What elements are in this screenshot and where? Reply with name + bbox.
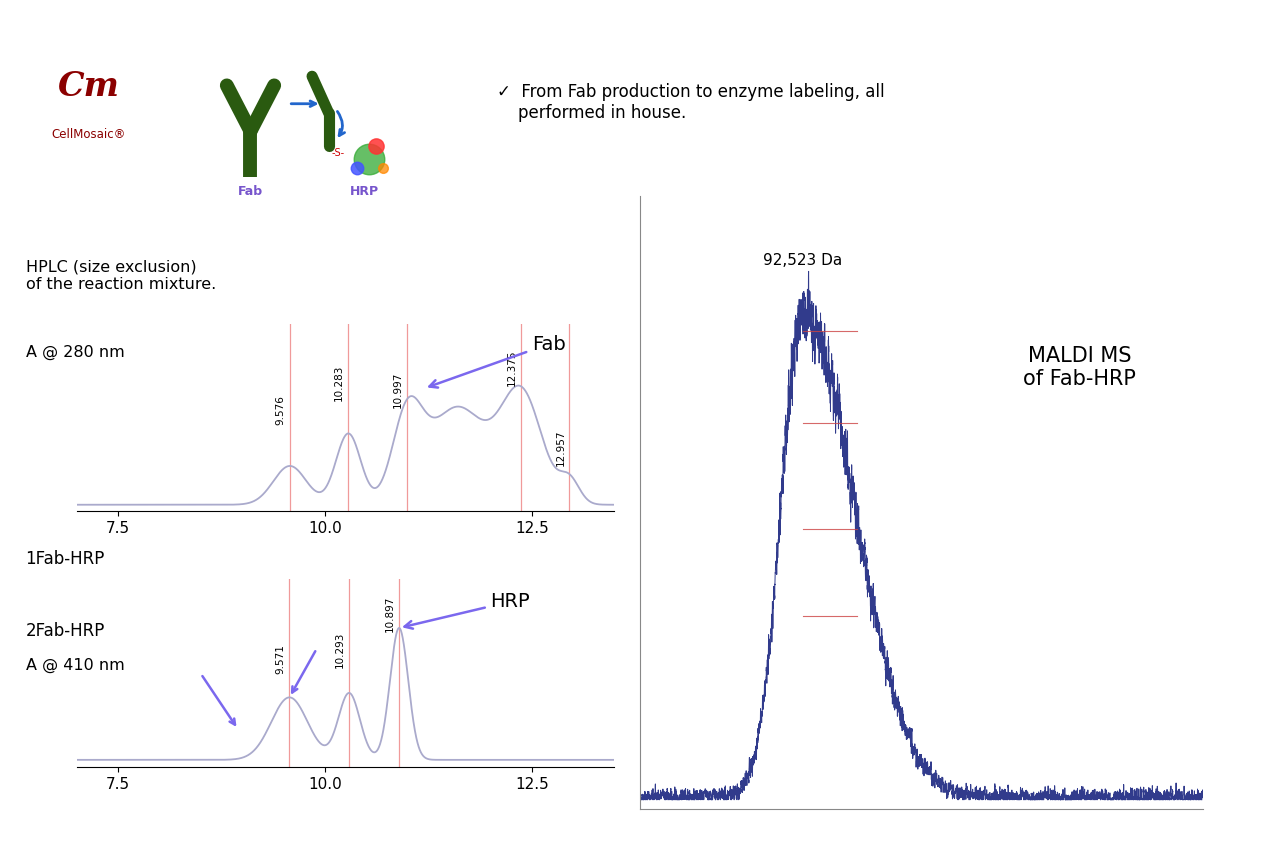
Text: Fab: Fab — [429, 335, 566, 388]
Text: HPLC (size exclusion)
of the reaction mixture.: HPLC (size exclusion) of the reaction mi… — [26, 260, 216, 292]
Text: 1Fab-HRP: 1Fab-HRP — [26, 550, 105, 567]
Text: 9.571: 9.571 — [275, 644, 285, 674]
Text: ✓  From Fab production to enzyme labeling, all
    performed in house.: ✓ From Fab production to enzyme labeling… — [497, 83, 884, 122]
Text: 2Fab-HRP: 2Fab-HRP — [26, 622, 105, 640]
Text: 10.293: 10.293 — [335, 632, 346, 668]
Text: -S-: -S- — [332, 148, 344, 158]
Text: A @ 280 nm: A @ 280 nm — [26, 345, 124, 360]
Text: 10.897: 10.897 — [385, 596, 396, 632]
Text: Cm: Cm — [58, 71, 120, 103]
Text: MALDI MS
of Fab-HRP: MALDI MS of Fab-HRP — [1023, 346, 1135, 389]
Text: CellMosaic®: CellMosaic® — [51, 129, 127, 141]
Text: HRP: HRP — [349, 186, 379, 199]
Text: Fab: Fab — [238, 186, 264, 199]
Text: HRP: HRP — [404, 592, 530, 629]
Text: 12.375: 12.375 — [507, 349, 517, 386]
Text: 9.576: 9.576 — [275, 394, 285, 424]
Text: 92,523 Da: 92,523 Da — [763, 253, 842, 268]
Text: 12.957: 12.957 — [556, 429, 566, 466]
Text: 10.283: 10.283 — [334, 365, 344, 401]
Text: 10.997: 10.997 — [393, 371, 403, 408]
Text: A @ 410 nm: A @ 410 nm — [26, 658, 124, 673]
